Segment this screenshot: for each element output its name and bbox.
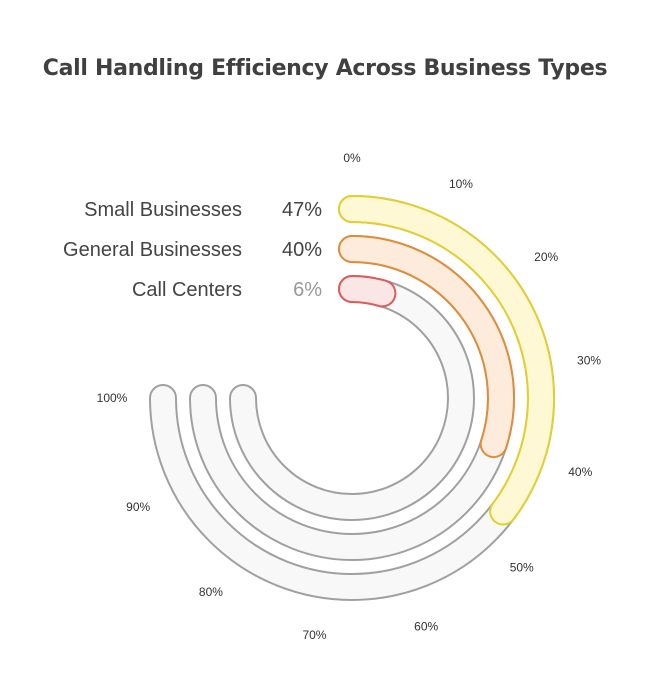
series-name-label: Small Businesses	[84, 199, 242, 221]
series-value-label: 47%	[282, 199, 322, 221]
tick-label: 100%	[97, 391, 128, 405]
tick-label: 80%	[199, 585, 223, 599]
series-name-label: Call Centers	[132, 279, 242, 301]
series-bar	[338, 274, 397, 308]
tick-label: 40%	[568, 465, 592, 479]
series-value-label: 40%	[282, 239, 322, 261]
bar-layer	[338, 194, 555, 526]
series-value-label: 6%	[293, 279, 322, 301]
tick-label-layer: 0% 10% 20% 30% 40% 50% 60% 70% 80% 90% 100%	[97, 151, 602, 642]
chart-title: Call Handling Efficiency Across Business…	[42, 56, 608, 81]
track-ring	[228, 274, 475, 521]
series-name-label: General Businesses	[63, 239, 242, 261]
tick-label: 60%	[414, 619, 438, 633]
series-bar	[338, 194, 555, 526]
tick-label: 20%	[534, 250, 558, 264]
series-label-layer: Small Businesses 47% General Businesses 40%…	[63, 199, 322, 301]
tick-label: 90%	[126, 500, 150, 514]
tick-label: 70%	[302, 628, 326, 642]
tick-label: 10%	[449, 177, 473, 191]
tick-label: 50%	[510, 561, 534, 575]
tick-label: 30%	[577, 353, 601, 367]
tick-label: 0%	[343, 151, 361, 165]
series-bar	[338, 234, 515, 458]
